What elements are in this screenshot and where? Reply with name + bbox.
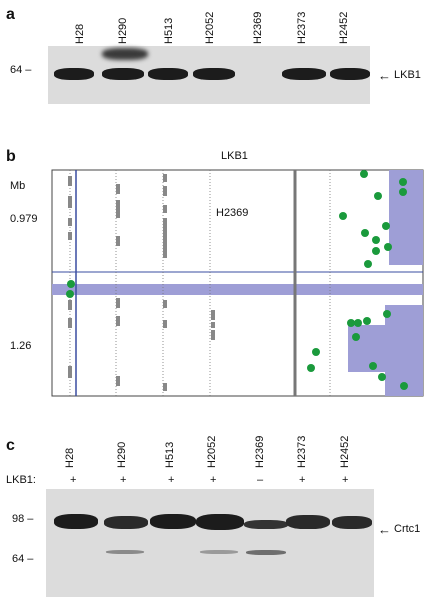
band-c-h28 bbox=[54, 514, 98, 529]
data-points bbox=[66, 170, 408, 390]
band-c-h2373 bbox=[286, 515, 330, 529]
band-c-h2452 bbox=[332, 516, 372, 529]
lane-label-c-h28: H28 bbox=[64, 447, 76, 468]
lane-label-c-h2373: H2373 bbox=[296, 435, 308, 468]
tick-126: 1.26 bbox=[10, 340, 32, 352]
panel-c-letter: c bbox=[6, 437, 15, 454]
band-c-h2052 bbox=[196, 514, 244, 530]
status-h513: + bbox=[168, 474, 175, 486]
marker-c-98: 98 – bbox=[12, 513, 34, 525]
shade-bottom-right bbox=[348, 305, 423, 396]
shade-horizontal-band bbox=[52, 284, 423, 295]
status-h28: + bbox=[70, 474, 77, 486]
band-a-h290-upper bbox=[102, 48, 148, 60]
faint-band-h2369 bbox=[246, 550, 286, 555]
band-label-crtc1: Crtc1 bbox=[394, 523, 421, 535]
band-a-h2452 bbox=[330, 68, 370, 80]
band-c-h513 bbox=[150, 514, 196, 529]
band-a-h2373 bbox=[282, 68, 326, 80]
band-a-h2052 bbox=[193, 68, 235, 80]
lane-label-c-h2369: H2369 bbox=[254, 435, 266, 468]
marker-c-64: 64 – bbox=[12, 553, 34, 565]
status-h2373: + bbox=[299, 474, 306, 486]
blot-a bbox=[48, 46, 370, 104]
band-label-lkb1: LKB1 bbox=[394, 69, 421, 81]
band-a-h28 bbox=[54, 68, 94, 80]
lane-label-c-h513: H513 bbox=[164, 441, 176, 468]
status-h290: + bbox=[120, 474, 127, 486]
shade-top-right bbox=[389, 170, 423, 265]
panel-b-title: LKB1 bbox=[221, 150, 248, 162]
arrow-c: ← bbox=[378, 522, 391, 537]
blot-c bbox=[46, 489, 374, 597]
status-h2452: + bbox=[342, 474, 349, 486]
marker-a-64: 64 – bbox=[10, 64, 32, 76]
arrow-a: ← bbox=[378, 68, 391, 83]
faint-band-h290 bbox=[106, 550, 144, 554]
lane-label-c-h2452: H2452 bbox=[339, 435, 351, 468]
status-h2369: – bbox=[257, 474, 264, 486]
probe-segments bbox=[68, 174, 215, 391]
band-c-h290 bbox=[104, 516, 148, 529]
panel-a-letter: a bbox=[6, 6, 15, 23]
lkb1-status-label: LKB1: bbox=[6, 474, 36, 486]
panel-b-letter: b bbox=[6, 148, 16, 165]
band-a-h513 bbox=[148, 68, 188, 80]
lane-label-c-h290: H290 bbox=[116, 441, 128, 468]
axis-unit-mb: Mb bbox=[10, 180, 26, 192]
sample-label-h2369: H2369 bbox=[216, 207, 248, 219]
plot-frame bbox=[51, 169, 424, 397]
band-c-h2369 bbox=[244, 520, 288, 529]
status-h2052: + bbox=[210, 474, 217, 486]
tick-0979: 0.979 bbox=[10, 213, 38, 225]
band-a-h290 bbox=[102, 68, 144, 80]
lane-label-c-h2052: H2052 bbox=[206, 435, 218, 468]
faint-band-h2052 bbox=[200, 550, 238, 554]
